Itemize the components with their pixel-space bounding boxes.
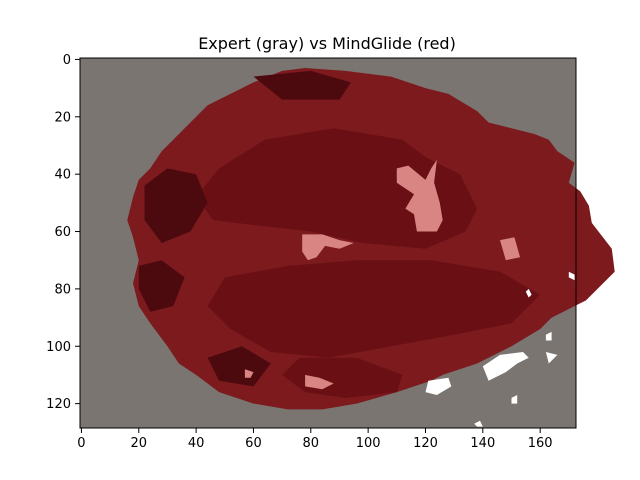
y-tick-label: 100 xyxy=(46,340,71,355)
mid-red-region xyxy=(282,357,403,398)
y-tick-label: 80 xyxy=(54,282,71,297)
y-tick-label: 0 xyxy=(63,53,71,68)
chart-title: Expert (gray) vs MindGlide (red) xyxy=(198,34,456,53)
dark-red-region xyxy=(253,70,351,100)
x-tick-label: 100 xyxy=(356,436,381,451)
y-tick-label: 20 xyxy=(54,110,71,125)
y-axis: 0 20 40 60 80 100 120 xyxy=(46,53,80,412)
x-tick-label: 80 xyxy=(303,436,320,451)
x-tick-label: 140 xyxy=(470,436,495,451)
pink-region xyxy=(302,234,354,261)
mid-red-region xyxy=(207,260,541,358)
y-tick-label: 120 xyxy=(46,397,71,412)
white-region xyxy=(425,377,452,395)
white-region xyxy=(474,420,483,427)
dark-red-region xyxy=(138,260,185,312)
x-tick-label: 20 xyxy=(131,436,148,451)
white-region xyxy=(545,352,558,364)
y-tick-label: 60 xyxy=(54,225,71,240)
dark-red-region xyxy=(207,346,271,387)
pink-region xyxy=(500,237,521,261)
pink-region xyxy=(244,369,254,378)
pink-region xyxy=(396,159,443,232)
y-tick-label: 40 xyxy=(54,168,71,183)
pink-region xyxy=(305,374,334,390)
x-tick-label: 160 xyxy=(528,436,553,451)
white-region xyxy=(568,271,575,281)
x-tick-label: 40 xyxy=(188,436,205,451)
axes-frame xyxy=(79,57,577,429)
dark-red-region xyxy=(144,168,208,243)
white-region xyxy=(525,288,532,298)
white-region xyxy=(482,352,529,381)
plot-area xyxy=(79,57,615,429)
x-axis: 0 20 40 60 80 100 120 140 160 xyxy=(77,428,553,451)
x-tick-label: 0 xyxy=(77,436,85,451)
x-tick-label: 120 xyxy=(413,436,438,451)
x-tick-label: 60 xyxy=(245,436,262,451)
mid-red-region xyxy=(196,128,478,249)
white-region xyxy=(511,395,518,404)
white-region xyxy=(545,331,552,341)
